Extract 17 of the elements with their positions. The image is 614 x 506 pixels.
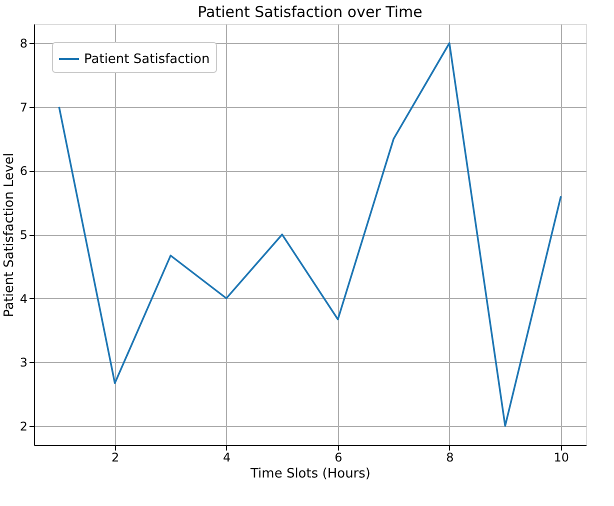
y-tick-label: 8 [20,36,28,51]
x-tick-label: 4 [223,450,231,464]
y-tick-label: 3 [20,356,28,370]
y-tick-label: 4 [20,292,28,306]
chart-title: Patient Satisfaction over Time [198,3,422,21]
x-tick-label: 6 [334,450,342,464]
y-tick-label: 5 [20,228,28,242]
y-tick-label: 6 [20,164,28,178]
x-tick-label: 2 [112,450,120,464]
x-tick-label: 8 [446,450,454,464]
legend-label: Patient Satisfaction [84,52,210,67]
line-series [58,42,562,427]
y-tick-label: 2 [20,419,28,434]
y-tick-label: 7 [20,100,28,114]
y-axis-title: Patient Satisfaction Level [2,152,17,318]
x-axis-title: Time Slots (Hours) [250,466,370,482]
x-tick-label: 10 [554,450,570,464]
